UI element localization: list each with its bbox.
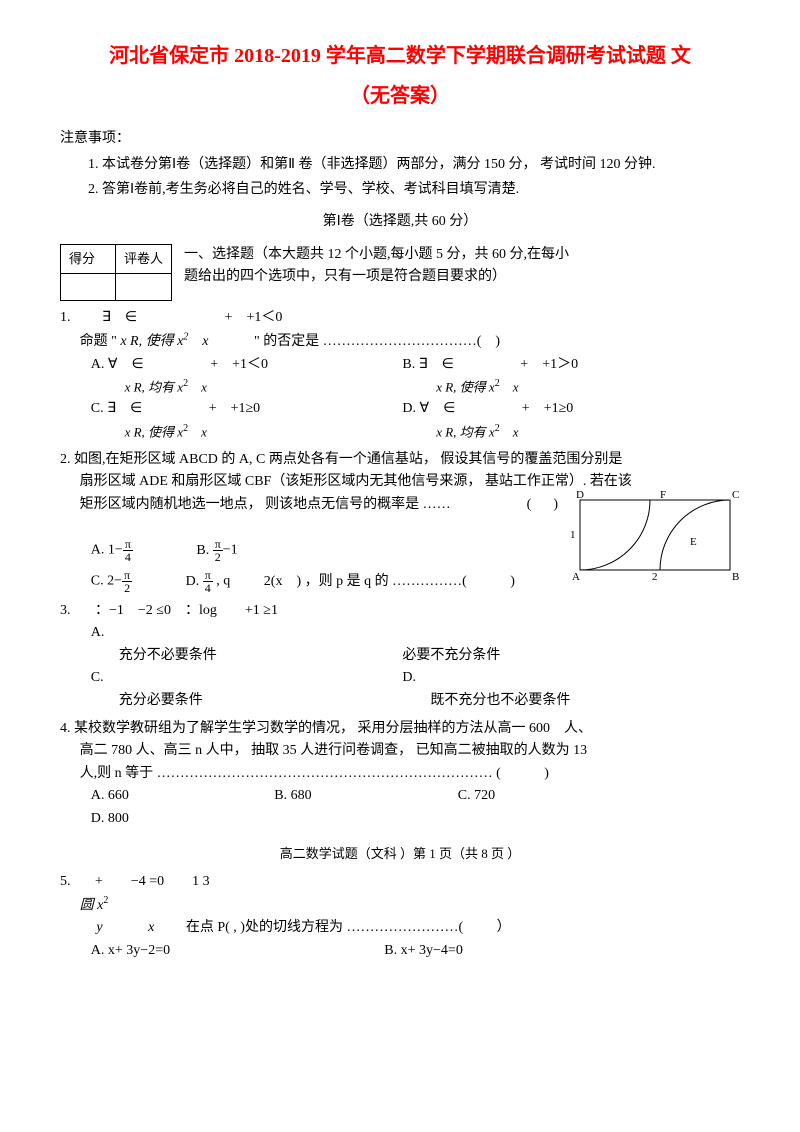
- opt-c: C. 2−: [91, 574, 122, 589]
- svg-text:1: 1: [570, 529, 576, 541]
- rectangle-diagram: D F C E A B 1 2: [570, 490, 740, 580]
- svg-text:D: D: [576, 490, 584, 501]
- q1-expr-tail: + +1＜0: [225, 310, 283, 325]
- svg-text:F: F: [660, 490, 666, 501]
- svg-text:B: B: [732, 571, 739, 580]
- section1-line: 题给出的四个选项中，只有一项是符合题目要求的）: [184, 269, 506, 284]
- q-number: 2.: [60, 452, 71, 467]
- opt-c-sub: x R, 使得 x: [125, 424, 183, 439]
- sup: 2: [183, 332, 188, 343]
- opt-c-tail: + +1≥0: [209, 401, 260, 416]
- opt-a-tail: + +1＜0: [210, 357, 268, 372]
- question-3: 3. ：−1 −2 ≤0 ：log +1 ≥1 A. 充分不必要条件 必要不充分…: [60, 600, 740, 712]
- q5-tangent: 在点 P( , )处的切线方程为 ……………………(: [186, 920, 463, 935]
- opt-c: C. 720: [458, 785, 608, 807]
- q-number: 5.: [60, 874, 71, 889]
- opt-b: B. 680: [274, 785, 424, 807]
- sup: 2: [495, 423, 500, 434]
- opt-b: B. ∃ ∈: [402, 357, 453, 372]
- score-col-reviewer: 评卷人: [116, 244, 172, 274]
- q-number: 3.: [60, 603, 71, 618]
- score-cell: [61, 274, 116, 301]
- opt-d-tail: , q: [216, 574, 230, 589]
- score-table: 得分 评卷人: [60, 244, 172, 302]
- opt-d-text: 既不充分也不必要条件: [430, 693, 570, 708]
- opt-d-sub: x R, 均有 x: [436, 424, 494, 439]
- opt-a-sub: x R, 均有 x: [125, 380, 183, 395]
- opt-a-text: 充分不必要条件: [119, 648, 217, 663]
- q1-close: " 的否定是 ……………………………( ): [254, 334, 500, 349]
- opt-c: C.: [91, 670, 104, 685]
- q2-line: 如图,在矩形区域 ABCD 的 A, C 两点处各有一个通信基站， 假设其信号的…: [74, 452, 622, 467]
- x: x: [201, 424, 207, 439]
- opt-d: D. ∀ ∈: [402, 401, 455, 416]
- question-4: 4. 某校数学教研组为了解学生学习数学的情况， 采用分层抽样的方法从高一 600…: [60, 718, 740, 830]
- opt-d: D. 800: [91, 808, 241, 830]
- opt-a: A.: [91, 625, 105, 640]
- q1-quantifier: ∃ ∈: [102, 310, 137, 325]
- q1-prop-mid: x R, 使得 x: [120, 334, 183, 349]
- q1-prop-open: 命题 ": [80, 334, 121, 349]
- notice-item: 2. 答第Ⅰ卷前,考生务必将自己的姓名、学号、学校、考试科目填写清楚.: [60, 179, 740, 201]
- answer-paren: ): [510, 574, 515, 589]
- opt-b-text: 必要不充分条件: [402, 648, 500, 663]
- opt-d-tail: + +1≥0: [522, 401, 573, 416]
- opt-b: B.: [196, 543, 209, 558]
- score-cell: [116, 274, 172, 301]
- opt-b: B. x+ 3y−4=0: [384, 940, 534, 962]
- opt-b-tail: + +1＞0: [520, 357, 578, 372]
- opt-a: A. 660: [91, 785, 241, 807]
- question-2: 2. 如图,在矩形区域 ABCD 的 A, C 两点处各有一个通信基站， 假设其…: [60, 449, 740, 594]
- q4-line: 人,则 n 等于 ……………………………………………………………… (: [80, 766, 501, 781]
- sup: 2: [183, 423, 188, 434]
- opt-d: D.: [402, 670, 416, 685]
- opt-a: A. ∀ ∈: [91, 357, 144, 372]
- sup: 2: [183, 378, 188, 389]
- page-footer: 高二数学试题（文科 ）第 1 页（共 8 页 ）: [60, 844, 740, 865]
- opt-c-text: 充分必要条件: [119, 693, 203, 708]
- q5-x: x: [148, 920, 154, 935]
- question-5: 5. + −4 =0 1 3 圆 x2 y x 在点 P( , )处的切线方程为…: [60, 871, 740, 962]
- q5-circle: 圆 x: [80, 898, 104, 913]
- part1-header: 第Ⅰ卷（选择题,共 60 分）: [60, 211, 740, 233]
- x: x: [513, 424, 519, 439]
- sup: 2: [495, 378, 500, 389]
- answer-paren: ): [544, 766, 549, 781]
- q2-line: 矩形区域内随机地选一地点， 则该地点无信号的概率是 ……: [80, 497, 451, 512]
- q-number: 4.: [60, 721, 71, 736]
- svg-text:E: E: [690, 536, 697, 548]
- answer-paren: ( ): [527, 494, 562, 516]
- svg-text:2: 2: [652, 571, 658, 580]
- q4-line: 高二 780 人、高三 n 人中， 抽取 35 人进行问卷调查， 已知高二被抽取…: [80, 743, 588, 758]
- notice-header: 注意事项：: [60, 128, 740, 150]
- svg-text:C: C: [732, 490, 739, 501]
- opt-c: C. ∃ ∈: [91, 401, 142, 416]
- opt-b-sub: x R, 使得 x: [436, 380, 494, 395]
- answer-paren: ）: [497, 920, 511, 935]
- x: x: [201, 380, 207, 395]
- question-1: 1. ∃ ∈ + +1＜0 命题 " x R, 使得 x2 x " 的否定是 ……: [60, 307, 740, 442]
- score-col-score: 得分: [61, 244, 116, 274]
- q3-pq-text: 2(x ) ，则 p 是 q 的 ……………(: [264, 574, 467, 589]
- notice-item: 1. 本试卷分第Ⅰ卷（选择题）和第Ⅱ 卷（非选择题）两部分，满分 150 分， …: [60, 154, 740, 176]
- q5-y: y: [96, 920, 102, 935]
- opt-a: A. x+ 3y−2=0: [91, 940, 351, 962]
- x: x: [513, 380, 519, 395]
- opt-a: A. 1−: [91, 543, 123, 558]
- q2-line: 扇形区域 ADE 和扇形区域 CBF（该矩形区域内无其他信号来源， 基站工作正常…: [80, 474, 632, 489]
- svg-text:A: A: [572, 571, 580, 580]
- q5-top: + −4 =0 1 3: [95, 874, 210, 889]
- q1-x: x: [202, 334, 208, 349]
- exam-title: 河北省保定市 2018-2019 学年高二数学下学期联合调研考试试题 文: [60, 40, 740, 72]
- q-number: 1.: [60, 310, 71, 325]
- q4-line: 某校数学教研组为了解学生学习数学的情况， 采用分层抽样的方法从高一 600 人、: [74, 721, 592, 736]
- q3-body: ：−1 −2 ≤0 ：log +1 ≥1: [95, 603, 278, 618]
- opt-d: D.: [186, 574, 200, 589]
- exam-subtitle: （无答案）: [60, 80, 740, 112]
- section1-line: 一、选择题（本大题共 12 个小题,每小题 5 分，共 60 分,在每小: [184, 247, 569, 262]
